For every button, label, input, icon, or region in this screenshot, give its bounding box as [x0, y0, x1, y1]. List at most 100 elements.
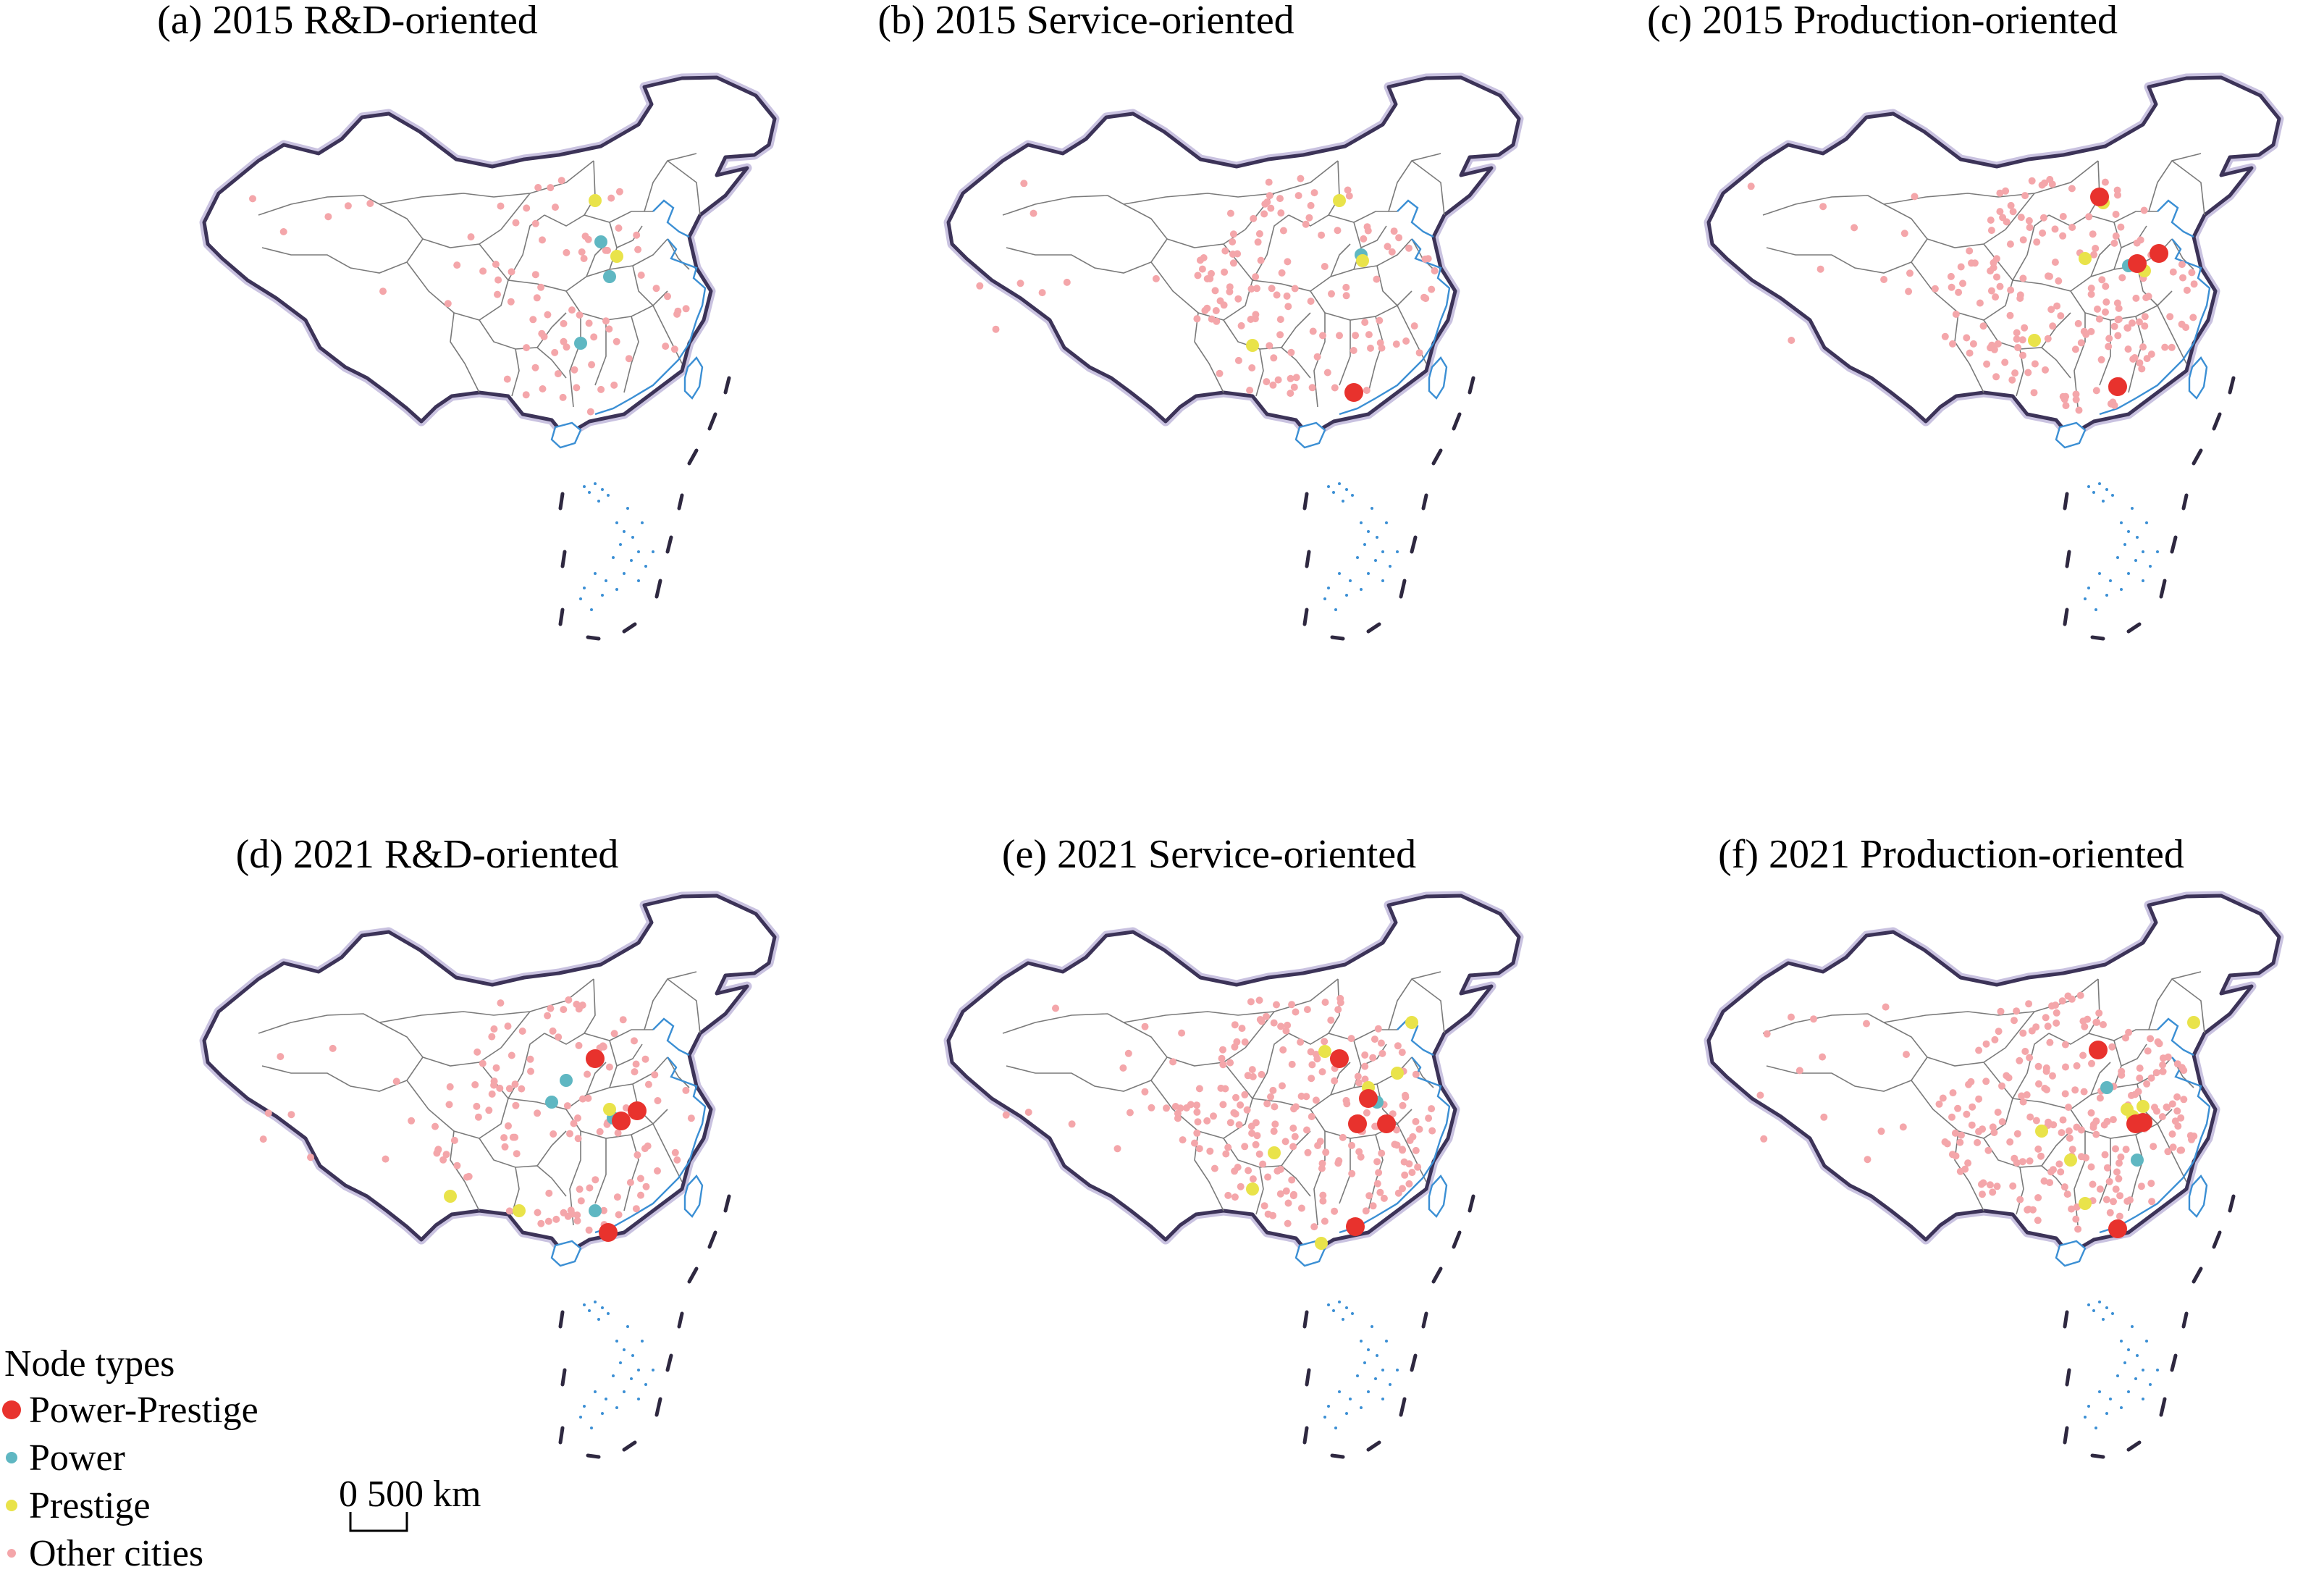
city-node-other — [1241, 1038, 1249, 1046]
city-node-other — [2063, 1190, 2071, 1198]
prestige-icon — [6, 1500, 17, 1511]
city-node-other — [1996, 282, 2004, 290]
city-node-other — [2021, 192, 2029, 200]
city-node-other — [1342, 292, 1350, 300]
city-node-other — [1334, 227, 1342, 235]
city-node-other — [2059, 1116, 2067, 1124]
city-node-other — [1414, 1163, 1422, 1171]
city-node-other — [1959, 280, 1966, 287]
city-node-other — [1203, 1117, 1211, 1125]
city-node-other — [599, 1042, 607, 1050]
city-node-other — [1992, 293, 2000, 301]
city-node-other — [2002, 187, 2010, 195]
city-node-other — [564, 1212, 572, 1220]
city-node-other — [2068, 185, 2076, 193]
city-node-other — [662, 343, 670, 350]
city-node-other — [2049, 1072, 2056, 1080]
city-node-other — [513, 1150, 521, 1158]
city-node-other — [512, 219, 520, 227]
city-node-other — [2072, 390, 2080, 398]
city-node-other — [2139, 343, 2147, 351]
city-node-other — [2169, 1143, 2177, 1151]
city-node-other — [471, 1081, 479, 1088]
city-node-other — [2028, 1027, 2036, 1035]
city-node-other — [632, 1205, 640, 1213]
city-node-other — [613, 1193, 621, 1201]
city-node-other — [1964, 1159, 1972, 1167]
city-node-other — [1428, 1105, 1436, 1113]
city-node-other — [1376, 316, 1384, 324]
city-node-other — [2065, 1104, 2072, 1112]
city-node-other — [1864, 1156, 1872, 1164]
city-node-other — [2077, 1153, 2085, 1161]
city-node-other — [446, 1083, 454, 1091]
city-node-power-prestige — [2108, 1219, 2127, 1238]
city-node-other — [1819, 203, 1827, 211]
city-node-power-prestige — [2108, 377, 2127, 396]
city-node-other — [1954, 1104, 1962, 1112]
city-node-other — [1357, 1153, 1365, 1161]
city-node-other — [512, 1101, 520, 1109]
city-node-other — [2058, 1129, 2066, 1137]
city-node-other — [533, 294, 541, 302]
city-node-other — [488, 1090, 496, 1098]
city-node-power — [574, 337, 587, 350]
city-node-other — [1222, 1150, 1230, 1158]
city-node-other — [1318, 231, 1326, 239]
city-node-other — [534, 1209, 542, 1217]
city-node-other — [1233, 1038, 1241, 1046]
city-node-other — [1425, 1114, 1433, 1122]
city-node-other — [1958, 1131, 1965, 1139]
city-node-other — [1949, 340, 1956, 348]
city-node-other — [1284, 258, 1292, 266]
city-node-other — [2131, 1091, 2139, 1098]
city-node-other — [2045, 272, 2052, 280]
city-node-other — [1905, 287, 1913, 295]
city-node-other — [682, 1086, 690, 1094]
city-node-other — [392, 1077, 400, 1085]
city-node-other — [2047, 306, 2055, 314]
city-node-other — [2032, 1117, 2040, 1125]
city-node-other — [1378, 1149, 1386, 1157]
city-node-other — [2068, 1205, 2076, 1213]
city-node-other — [2087, 290, 2095, 298]
city-node-other — [1795, 1067, 1803, 1075]
city-node-other — [673, 1156, 681, 1164]
city-node-other — [1020, 180, 1028, 188]
city-node-other — [1952, 311, 1960, 318]
city-node-other — [523, 204, 531, 212]
city-node-other — [1294, 192, 1302, 200]
power-prestige-icon — [2, 1400, 21, 1419]
city-node-other — [2117, 223, 2125, 231]
city-node-other — [2045, 1118, 2053, 1126]
city-node-other — [1373, 275, 1381, 283]
city-node-prestige — [1356, 254, 1369, 267]
city-node-other — [2008, 376, 2016, 384]
city-node-other — [1234, 250, 1242, 258]
city-node-other — [549, 1027, 557, 1035]
city-node-other — [1195, 1085, 1203, 1093]
city-node-other — [2006, 1138, 2014, 1146]
city-node-other — [2096, 1094, 2104, 1102]
city-node-other — [287, 1111, 295, 1119]
city-node-other — [578, 1095, 586, 1103]
legend: Node types Power-Prestige Power Prestige… — [2, 1343, 258, 1574]
city-node-other — [2034, 1145, 2042, 1153]
city-node-other — [1297, 1038, 1305, 1046]
city-node-other — [1208, 315, 1216, 323]
city-node-other — [1388, 248, 1396, 256]
city-node-other — [1352, 332, 1360, 340]
city-node-other — [329, 1044, 337, 1052]
city-node-other — [664, 293, 671, 301]
city-node-other — [527, 1067, 534, 1075]
city-node-other — [2138, 365, 2146, 373]
city-node-other — [580, 255, 588, 262]
city-node-other — [1931, 285, 1939, 293]
city-node-other — [1219, 1101, 1227, 1109]
city-node-other — [2173, 1107, 2181, 1115]
city-node-other — [1362, 1207, 1370, 1215]
panel-a-title: (a) 2015 R&D-oriented — [157, 0, 538, 43]
city-node-other — [565, 996, 573, 1004]
city-node-other — [1303, 1006, 1311, 1014]
city-node-other — [1336, 332, 1343, 340]
